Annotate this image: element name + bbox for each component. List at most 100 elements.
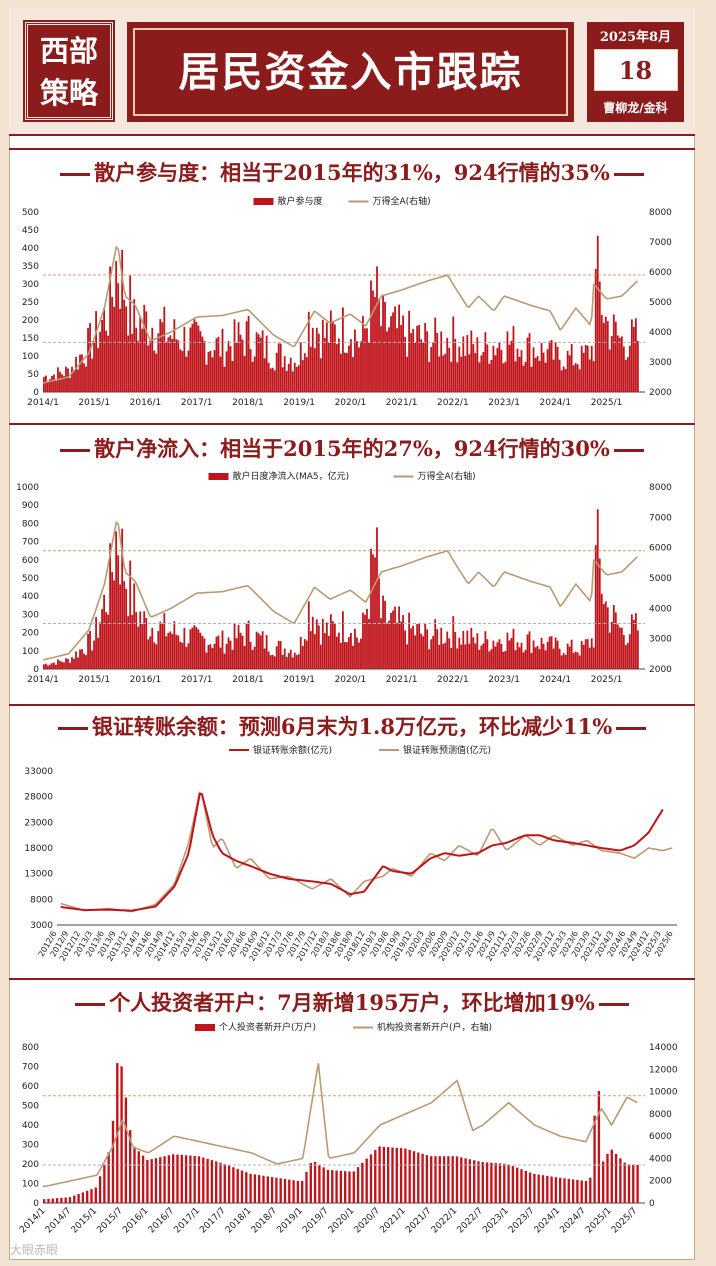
y2-tick-label: 4000	[649, 604, 672, 614]
bar	[299, 342, 302, 392]
bar	[412, 1151, 416, 1203]
bar	[53, 374, 55, 392]
bar	[440, 331, 443, 392]
bar	[370, 548, 372, 669]
line-series	[60, 791, 673, 913]
bar	[333, 324, 336, 392]
bar	[71, 366, 73, 392]
section-rule	[9, 704, 695, 706]
bar	[195, 627, 198, 669]
bar	[266, 1176, 269, 1203]
bar	[73, 658, 75, 669]
bar	[503, 1163, 506, 1203]
bar	[563, 1178, 566, 1203]
bar	[426, 331, 429, 392]
x-tick-label: 2014/1	[27, 675, 59, 685]
bar	[598, 281, 601, 392]
logo: 西部 策略	[23, 20, 115, 122]
bar	[326, 1169, 330, 1203]
bar	[154, 1158, 158, 1203]
bar	[137, 340, 140, 392]
bar	[442, 1156, 446, 1203]
bar	[630, 319, 633, 392]
bar	[55, 664, 57, 669]
bar	[189, 1155, 192, 1203]
bar	[51, 663, 53, 669]
bar	[634, 318, 637, 392]
bar	[570, 639, 573, 669]
bar	[145, 311, 148, 392]
bar	[273, 370, 276, 392]
bar	[117, 555, 120, 669]
bar	[205, 364, 208, 392]
bar	[440, 627, 443, 669]
bar	[428, 649, 431, 669]
bar	[468, 354, 471, 392]
bar	[406, 356, 409, 392]
bar	[311, 327, 314, 392]
legend-label: 万得全A(右轴)	[373, 195, 431, 207]
bar	[498, 639, 501, 669]
bar	[57, 659, 59, 669]
bar	[129, 275, 132, 392]
bar	[602, 1161, 605, 1203]
bar	[481, 1162, 484, 1203]
bar	[91, 358, 93, 392]
y2-tick-label: 4000	[649, 328, 672, 338]
bar	[572, 365, 575, 392]
y2-tick-label: 8000	[649, 208, 672, 218]
bar	[243, 646, 246, 669]
bar	[490, 649, 493, 669]
legend-swatch	[253, 198, 274, 205]
bar	[63, 662, 65, 669]
bar	[193, 1155, 196, 1203]
bar	[370, 280, 372, 392]
bar	[376, 266, 378, 392]
bar	[97, 637, 99, 669]
bar	[444, 642, 447, 669]
bar	[65, 658, 67, 669]
bar	[283, 648, 286, 669]
bar	[55, 380, 57, 392]
bar	[360, 638, 362, 669]
y2-tick-label: 4000	[649, 1154, 672, 1164]
bar	[137, 626, 140, 669]
bar	[442, 355, 445, 392]
bar	[295, 366, 298, 392]
bar	[576, 1179, 579, 1203]
title-dash	[613, 173, 644, 176]
bar	[412, 328, 415, 392]
bar	[305, 1171, 308, 1203]
bar	[504, 361, 507, 392]
y2-tick-label: 8000	[649, 1110, 672, 1120]
bar	[281, 654, 284, 669]
bar	[303, 353, 306, 392]
x-tick-label: 2025/1	[591, 675, 623, 685]
bar	[197, 325, 200, 392]
bar	[322, 1167, 325, 1203]
bar	[195, 321, 198, 392]
bar	[528, 1172, 532, 1203]
bar	[514, 650, 517, 669]
bar	[600, 314, 603, 392]
bar	[183, 627, 186, 669]
bar	[566, 350, 569, 392]
bar	[348, 345, 350, 392]
bar	[77, 657, 79, 669]
bar	[488, 363, 491, 392]
bar	[215, 1161, 218, 1203]
bar	[90, 1189, 93, 1203]
bar	[366, 328, 368, 392]
bar	[199, 331, 202, 392]
bar	[75, 651, 77, 669]
bar	[516, 1167, 519, 1203]
bar	[267, 651, 270, 669]
y2-tick-label: 7000	[649, 513, 672, 523]
bar	[181, 351, 184, 392]
bar	[121, 528, 124, 669]
bar	[348, 637, 350, 669]
bar	[299, 636, 302, 669]
bar	[498, 1163, 502, 1203]
bar	[452, 316, 455, 392]
bar	[396, 622, 398, 669]
